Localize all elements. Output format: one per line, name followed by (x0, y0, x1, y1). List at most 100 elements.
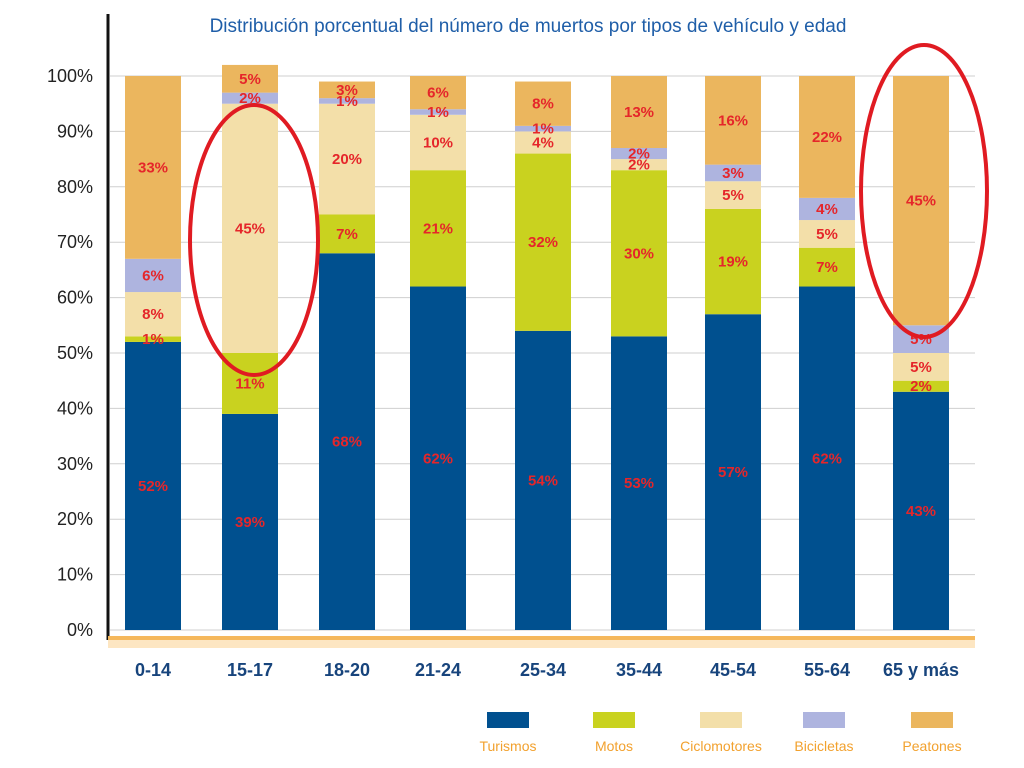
bar-segment (611, 148, 667, 160)
data-label: 19% (718, 254, 748, 271)
data-label: 1% (427, 104, 449, 121)
bar-segment (515, 153, 571, 331)
x-tick-label: 15-17 (227, 660, 273, 680)
bar-segment (222, 92, 278, 104)
bar-segment (125, 341, 181, 630)
x-tick-label: 25-34 (520, 660, 566, 680)
chart-title: Distribución porcentual del número de mu… (210, 16, 847, 37)
bar-segment (705, 181, 761, 209)
bar-segment (893, 391, 949, 630)
bar-segment (515, 81, 571, 126)
y-tick-label: 30% (57, 454, 93, 474)
legend-swatch (700, 712, 742, 728)
data-label: 45% (906, 193, 936, 210)
data-label: 7% (336, 226, 358, 243)
bar-segment (222, 64, 278, 93)
data-label: 3% (336, 82, 358, 99)
bar-segment (319, 214, 375, 254)
legend-label: Peatones (902, 738, 961, 754)
y-tick-label: 50% (57, 343, 93, 363)
bar-segment (799, 220, 855, 248)
bar-segment (799, 247, 855, 287)
bar-segment (410, 114, 466, 171)
data-label: 1% (532, 121, 554, 138)
legend-swatch (593, 712, 635, 728)
data-label: 5% (722, 187, 744, 204)
data-label: 2% (910, 378, 932, 395)
bar-segment (799, 76, 855, 198)
data-label: 22% (812, 129, 842, 146)
data-labels: 52%1%8%6%33%39%11%45%2%5%68%7%20%1%3%62%… (138, 71, 936, 531)
highlight-ellipse (859, 43, 989, 339)
x-tick-label: 35-44 (616, 660, 662, 680)
bar-segment (515, 125, 571, 132)
legend-label: Bicicletas (794, 738, 853, 754)
bar-segment (222, 353, 278, 414)
data-label: 5% (910, 359, 932, 376)
bar-segment (125, 292, 181, 337)
x-axis-band-fade (108, 640, 975, 648)
bar-segment (611, 170, 667, 337)
data-label: 10% (423, 134, 453, 151)
bar-segment (799, 197, 855, 221)
bar-segment (705, 164, 761, 182)
bar-segment (410, 76, 466, 110)
y-axis: 0% 10% 20% 30% 40% 50% 60% 70% 80% 90% 100% (47, 14, 110, 640)
bar-segment (125, 76, 181, 259)
bar-segment (515, 131, 571, 154)
bar-segment (319, 98, 375, 104)
data-label: 62% (423, 450, 453, 467)
data-label: 13% (624, 104, 654, 121)
data-label: 5% (816, 226, 838, 243)
data-label: 16% (718, 112, 748, 129)
x-tick-label: 65 y más (883, 660, 959, 680)
data-label: 7% (816, 259, 838, 276)
data-label: 11% (235, 375, 264, 392)
data-label: 54% (528, 472, 558, 489)
x-tick-label: 21-24 (415, 660, 461, 680)
y-tick-label: 100% (47, 66, 93, 86)
bar-segment (799, 286, 855, 630)
x-tick-label: 55-64 (804, 660, 850, 680)
x-tick-label: 45-54 (710, 660, 756, 680)
bar-segment (410, 109, 466, 115)
data-label: 3% (722, 165, 744, 182)
data-label: 39% (235, 514, 265, 531)
bar-segment (222, 103, 278, 353)
y-tick-label: 90% (57, 121, 93, 141)
data-label: 6% (142, 267, 164, 284)
legend-swatch (911, 712, 953, 728)
bars (125, 64, 949, 630)
data-label: 5% (239, 71, 261, 88)
bar-segment (893, 380, 949, 392)
bar-segment (125, 258, 181, 293)
data-label: 2% (628, 157, 650, 174)
legend: Turismos Motos Ciclomotores Bicicletas Peato… (479, 712, 962, 754)
data-label: 33% (138, 159, 168, 176)
bar-segment (515, 330, 571, 630)
data-label: 4% (816, 201, 838, 218)
y-tick-label: 0% (67, 620, 93, 640)
bar-segment (705, 208, 761, 315)
highlight-ellipse (188, 103, 320, 377)
x-axis-band (108, 636, 975, 640)
data-label: 21% (423, 220, 453, 237)
data-label: 8% (532, 96, 554, 113)
data-label: 53% (624, 475, 654, 492)
legend-swatch (803, 712, 845, 728)
bar-segment (125, 336, 181, 342)
data-label: 30% (624, 245, 654, 262)
data-label: 57% (718, 464, 748, 481)
data-label: 45% (235, 220, 265, 237)
data-label: 1% (142, 331, 164, 348)
y-tick-label: 70% (57, 232, 93, 252)
data-label: 20% (332, 151, 362, 168)
data-label: 62% (812, 450, 842, 467)
data-label: 6% (427, 85, 449, 102)
x-tick-label: 18-20 (324, 660, 370, 680)
bar-segment (410, 286, 466, 630)
bar-segment (611, 76, 667, 149)
bar-segment (319, 81, 375, 99)
bar-segment (410, 170, 466, 287)
